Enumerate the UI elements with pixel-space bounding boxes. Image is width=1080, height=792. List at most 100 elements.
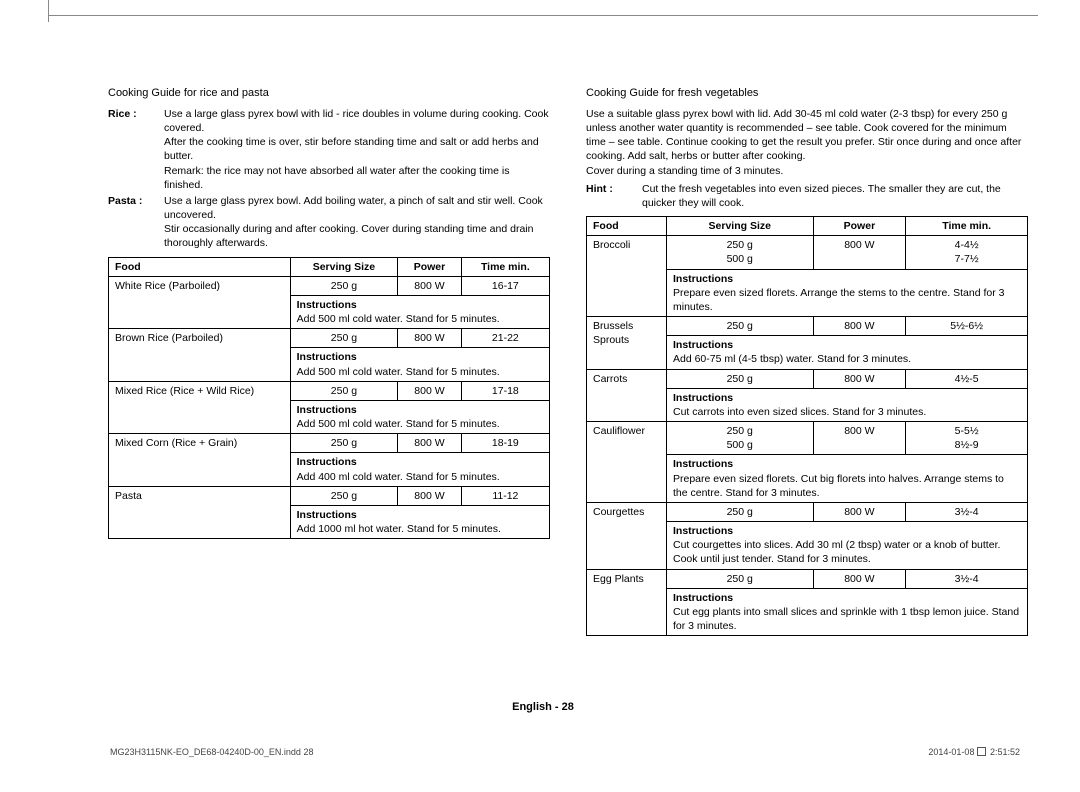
table-row: Carrots250 g800 W4½-5 — [587, 369, 1028, 388]
hint-label: Hint : — [586, 182, 642, 210]
cell-instructions: InstructionsAdd 400 ml cold water. Stand… — [290, 453, 549, 486]
cell-food: Broccoli — [587, 236, 667, 317]
rice-pasta-table: Food Serving Size Power Time min. White … — [108, 257, 550, 540]
th-size: Serving Size — [666, 217, 813, 236]
cell-power: 800 W — [813, 422, 906, 455]
cell-size: 250 g500 g — [666, 422, 813, 455]
cell-food: Courgettes — [587, 502, 667, 569]
cell-size: 250 g — [290, 434, 398, 453]
table-row: Egg Plants250 g800 W3½-4 — [587, 569, 1028, 588]
cell-time: 16-17 — [461, 276, 549, 295]
pasta-label: Pasta : — [108, 194, 164, 251]
rice-text: Use a large glass pyrex bowl with lid - … — [164, 107, 550, 192]
table-row: Cauliflower250 g500 g800 W5-5½8½-9 — [587, 422, 1028, 455]
th-food: Food — [109, 257, 291, 276]
left-column: Cooking Guide for rice and pasta Rice : … — [108, 86, 550, 636]
cell-food: Mixed Rice (Rice + Wild Rice) — [109, 381, 291, 434]
table-row: Mixed Rice (Rice + Wild Rice)250 g800 W1… — [109, 381, 550, 400]
cell-food: Egg Plants — [587, 569, 667, 636]
th-power: Power — [813, 217, 906, 236]
table-row: Broccoli250 g500 g800 W4-4½7-7½ — [587, 236, 1028, 269]
table-row: Courgettes250 g800 W3½-4 — [587, 502, 1028, 521]
table-header-row: Food Serving Size Power Time min. — [109, 257, 550, 276]
left-title: Cooking Guide for rice and pasta — [108, 86, 550, 101]
hint-row: Hint : Cut the fresh vegetables into eve… — [586, 182, 1028, 210]
th-power: Power — [398, 257, 461, 276]
cell-time: 11-12 — [461, 486, 549, 505]
pasta-text: Use a large glass pyrex bowl. Add boilin… — [164, 194, 550, 251]
cell-power: 800 W — [813, 236, 906, 269]
cell-food: Brussels Sprouts — [587, 317, 667, 370]
cell-power: 800 W — [813, 317, 906, 336]
table-row: Mixed Corn (Rice + Grain)250 g800 W18-19 — [109, 434, 550, 453]
th-time: Time min. — [461, 257, 549, 276]
footer-date: 2014-01-08 — [928, 747, 974, 757]
cell-instructions: InstructionsAdd 1000 ml hot water. Stand… — [290, 505, 549, 538]
cell-size: 250 g — [666, 502, 813, 521]
rice-definition: Rice : Use a large glass pyrex bowl with… — [108, 107, 550, 192]
table-row: White Rice (Parboiled)250 g800 W16-17 — [109, 276, 550, 295]
cell-time: 5-5½8½-9 — [906, 422, 1028, 455]
cell-instructions: InstructionsAdd 500 ml cold water. Stand… — [290, 348, 549, 381]
cell-power: 800 W — [813, 502, 906, 521]
cell-food: Cauliflower — [587, 422, 667, 503]
table-header-row: Food Serving Size Power Time min. — [587, 217, 1028, 236]
cell-time: 4-4½7-7½ — [906, 236, 1028, 269]
table-row: Brussels Sprouts250 g800 W5½-6½ — [587, 317, 1028, 336]
cell-size: 250 g500 g — [666, 236, 813, 269]
content-columns: Cooking Guide for rice and pasta Rice : … — [48, 16, 1038, 636]
cell-instructions: InstructionsAdd 500 ml cold water. Stand… — [290, 295, 549, 328]
cell-instructions: InstructionsAdd 500 ml cold water. Stand… — [290, 400, 549, 433]
cell-time: 4½-5 — [906, 369, 1028, 388]
cell-instructions: InstructionsAdd 60-75 ml (4-5 tbsp) wate… — [666, 336, 1027, 369]
cell-size: 250 g — [666, 569, 813, 588]
cell-power: 800 W — [813, 569, 906, 588]
cell-time: 17-18 — [461, 381, 549, 400]
cell-instructions: InstructionsPrepare even sized florets. … — [666, 455, 1027, 503]
cell-food: Brown Rice (Parboiled) — [109, 329, 291, 382]
cell-food: Mixed Corn (Rice + Grain) — [109, 434, 291, 487]
footer-timestamp: 2014-01-08 2:51:52 — [928, 746, 1020, 758]
cell-food: Carrots — [587, 369, 667, 422]
cell-size: 250 g — [290, 276, 398, 295]
cell-power: 800 W — [398, 486, 461, 505]
cell-instructions: InstructionsPrepare even sized florets. … — [666, 269, 1027, 317]
hint-text: Cut the fresh vegetables into even sized… — [642, 182, 1028, 210]
cell-power: 800 W — [398, 381, 461, 400]
table-row: Brown Rice (Parboiled)250 g800 W21-22 — [109, 329, 550, 348]
right-intro: Use a suitable glass pyrex bowl with lid… — [586, 107, 1028, 178]
clock-icon — [977, 747, 986, 756]
right-column: Cooking Guide for fresh vegetables Use a… — [586, 86, 1028, 636]
cell-time: 21-22 — [461, 329, 549, 348]
footer-filename: MG23H3115NK-EO_DE68-04240D-00_EN.indd 28 — [110, 746, 313, 758]
table-row: Pasta250 g800 W11-12 — [109, 486, 550, 505]
cell-food: White Rice (Parboiled) — [109, 276, 291, 329]
cell-food: Pasta — [109, 486, 291, 539]
cell-instructions: InstructionsCut egg plants into small sl… — [666, 588, 1027, 636]
cell-power: 800 W — [398, 276, 461, 295]
cell-time: 5½-6½ — [906, 317, 1028, 336]
cell-size: 250 g — [666, 317, 813, 336]
cell-time: 18-19 — [461, 434, 549, 453]
cell-time: 3½-4 — [906, 502, 1028, 521]
page-number: English - 28 — [48, 700, 1038, 715]
right-title: Cooking Guide for fresh vegetables — [586, 86, 1028, 101]
cell-time: 3½-4 — [906, 569, 1028, 588]
cell-size: 250 g — [666, 369, 813, 388]
cell-size: 250 g — [290, 381, 398, 400]
cell-size: 250 g — [290, 486, 398, 505]
cell-instructions: InstructionsCut carrots into even sized … — [666, 388, 1027, 421]
pasta-definition: Pasta : Use a large glass pyrex bowl. Ad… — [108, 194, 550, 251]
th-time: Time min. — [906, 217, 1028, 236]
page-frame: Cooking Guide for rice and pasta Rice : … — [48, 15, 1038, 770]
th-food: Food — [587, 217, 667, 236]
rice-label: Rice : — [108, 107, 164, 192]
th-size: Serving Size — [290, 257, 398, 276]
cell-power: 800 W — [398, 329, 461, 348]
cell-instructions: InstructionsCut courgettes into slices. … — [666, 522, 1027, 570]
cell-power: 800 W — [398, 434, 461, 453]
footer-time: 2:51:52 — [990, 747, 1020, 757]
cell-power: 800 W — [813, 369, 906, 388]
cell-size: 250 g — [290, 329, 398, 348]
vegetable-table: Food Serving Size Power Time min. Brocco… — [586, 216, 1028, 636]
